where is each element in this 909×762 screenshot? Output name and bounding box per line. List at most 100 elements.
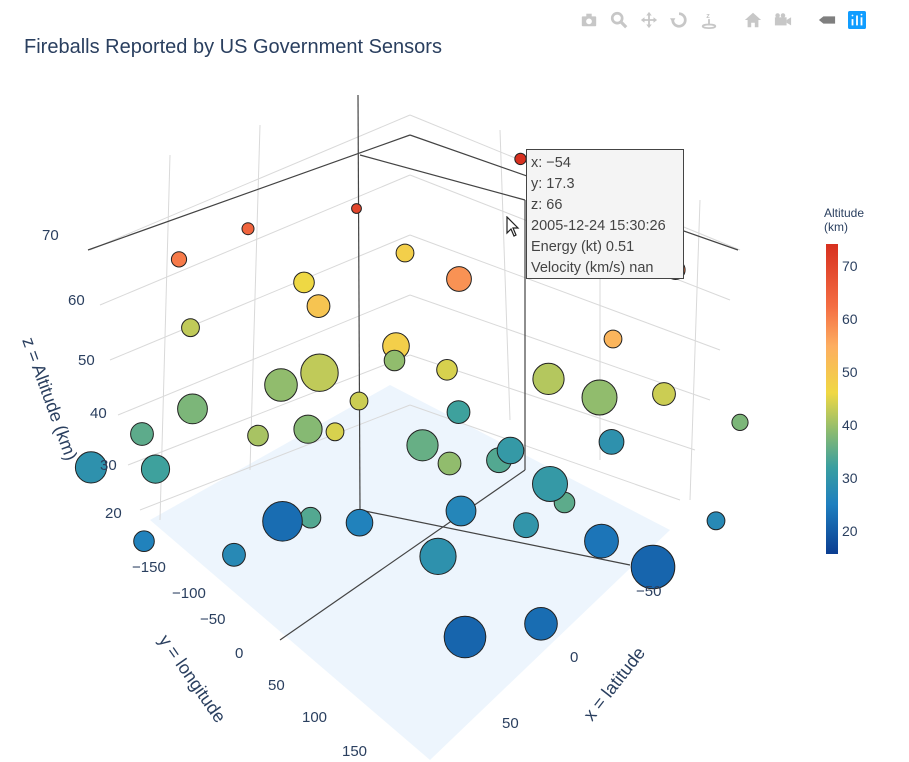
- fireball-point[interactable]: [584, 523, 619, 559]
- tooltip-velocity: Velocity (km/s) nan: [531, 260, 654, 276]
- camera-view-icon[interactable]: [772, 9, 794, 31]
- axis-frame: [87, 94, 739, 641]
- fireball-point[interactable]: [514, 152, 527, 166]
- fireball-point[interactable]: [262, 501, 303, 542]
- y-tick-label: −150: [132, 559, 166, 576]
- fireball-point[interactable]: [222, 542, 246, 567]
- fireball-point[interactable]: [325, 422, 345, 442]
- fireball-point[interactable]: [419, 537, 457, 576]
- home-icon[interactable]: [742, 9, 764, 31]
- fireball-point[interactable]: [299, 506, 322, 529]
- fireball-point[interactable]: [532, 466, 568, 502]
- x-tick-label: 0: [570, 649, 578, 666]
- pan-icon[interactable]: [638, 9, 660, 31]
- z-tick-label: 30: [100, 457, 117, 474]
- y-tick-label: −50: [200, 611, 225, 628]
- mouse-pointer-icon: [506, 216, 520, 237]
- zoom-icon[interactable]: [608, 9, 630, 31]
- fireball-point[interactable]: [247, 424, 269, 447]
- fireball-point[interactable]: [406, 429, 439, 462]
- fireball-point[interactable]: [351, 203, 362, 214]
- chart-title: Fireballs Reported by US Government Sens…: [24, 36, 442, 58]
- fireball-point[interactable]: [177, 393, 208, 425]
- colorbar-tick-label: 70: [842, 258, 858, 274]
- z-axis-ticks: 20 30 40 50 60 70: [42, 227, 122, 522]
- fireball-point[interactable]: [446, 400, 471, 425]
- fireball-point[interactable]: [446, 266, 472, 292]
- y-tick-label: 50: [268, 677, 285, 694]
- colorbar: [826, 244, 838, 554]
- x-axis-title: x = latitude: [579, 643, 649, 724]
- z-tick-label: 40: [90, 405, 107, 422]
- toggle-hover-icon[interactable]: [816, 9, 838, 31]
- y-axis-title: y = longitude: [155, 631, 230, 726]
- fireball-point[interactable]: [241, 222, 255, 236]
- camera-icon[interactable]: [578, 9, 600, 31]
- fireball-point[interactable]: [731, 413, 749, 431]
- fireball-point[interactable]: [345, 508, 374, 537]
- fireball-point[interactable]: [306, 294, 331, 319]
- fireball-point[interactable]: [532, 362, 565, 395]
- fireball-point[interactable]: [130, 422, 154, 446]
- fireball-point[interactable]: [524, 607, 558, 641]
- z-tick-label: 50: [78, 352, 95, 369]
- fireball-point[interactable]: [74, 451, 108, 484]
- fireball-point[interactable]: [652, 382, 676, 406]
- fireball-point[interactable]: [581, 379, 618, 416]
- fireball-point[interactable]: [293, 414, 323, 444]
- fireball-point[interactable]: [436, 359, 458, 381]
- fireball-point[interactable]: [443, 615, 487, 659]
- fireball-point[interactable]: [395, 243, 415, 263]
- colorbar-tick-label: 20: [842, 523, 858, 539]
- fireball-point[interactable]: [496, 436, 525, 465]
- x-tick-label: −50: [636, 583, 661, 600]
- y-axis-ticks: −150 −100 −50 0 50 100 150: [132, 559, 367, 760]
- fireball-point[interactable]: [140, 454, 171, 484]
- tooltip-x: x: −54: [531, 155, 571, 171]
- fireball-point[interactable]: [264, 368, 298, 402]
- z-tick-label: 60: [68, 292, 85, 309]
- scatter-points[interactable]: [74, 152, 749, 659]
- y-tick-label: 0: [235, 645, 243, 662]
- modebar: z: [578, 8, 876, 32]
- fireball-point[interactable]: [630, 544, 676, 590]
- fireball-point[interactable]: [293, 271, 315, 294]
- colorbar-title: Altitude (km): [824, 206, 864, 234]
- plotly-logo-icon[interactable]: [846, 9, 868, 31]
- fireball-point[interactable]: [349, 391, 369, 411]
- z-axis-title: z = Altitude (km): [18, 335, 81, 464]
- y-tick-label: 150: [342, 743, 367, 760]
- fireball-point[interactable]: [437, 451, 462, 476]
- z-tick-label: 20: [105, 505, 122, 522]
- z-tick-label: 70: [42, 227, 59, 244]
- hover-tooltip: x: −54 y: 17.3 z: 66 2005-12-24 15:30:26…: [526, 149, 684, 279]
- orbit-icon[interactable]: [668, 9, 690, 31]
- fireball-point[interactable]: [181, 318, 200, 338]
- tooltip-date: 2005-12-24 15:30:26: [531, 218, 666, 234]
- svg-text:z: z: [706, 11, 710, 20]
- y-tick-label: 100: [302, 709, 327, 726]
- x-axis-ticks: −50 0 50: [502, 583, 661, 732]
- colorbar-title-line1: Altitude: [824, 206, 865, 220]
- fireball-point[interactable]: [603, 329, 623, 349]
- fireball-point[interactable]: [383, 349, 406, 372]
- colorbar-tick-label: 50: [842, 364, 858, 380]
- colorbar-tick-label: 60: [842, 311, 858, 327]
- fireball-point[interactable]: [133, 530, 155, 553]
- turntable-icon[interactable]: z: [698, 9, 720, 31]
- fireball-point[interactable]: [445, 495, 477, 527]
- y-tick-label: −100: [172, 585, 206, 602]
- fireball-point[interactable]: [300, 353, 339, 392]
- tooltip-energy: Energy (kt) 0.51: [531, 239, 635, 255]
- colorbar-title-line2: (km): [824, 220, 848, 234]
- colorbar-tick-label: 40: [842, 417, 858, 433]
- fireball-point[interactable]: [706, 511, 726, 531]
- tooltip-y: y: 17.3: [531, 176, 575, 192]
- colorbar-tick-label: 30: [842, 470, 858, 486]
- fireball-point[interactable]: [170, 251, 188, 268]
- tooltip-z: z: 66: [531, 197, 563, 213]
- fireball-point[interactable]: [513, 512, 539, 539]
- fireball-point[interactable]: [598, 429, 625, 455]
- x-tick-label: 50: [502, 715, 519, 732]
